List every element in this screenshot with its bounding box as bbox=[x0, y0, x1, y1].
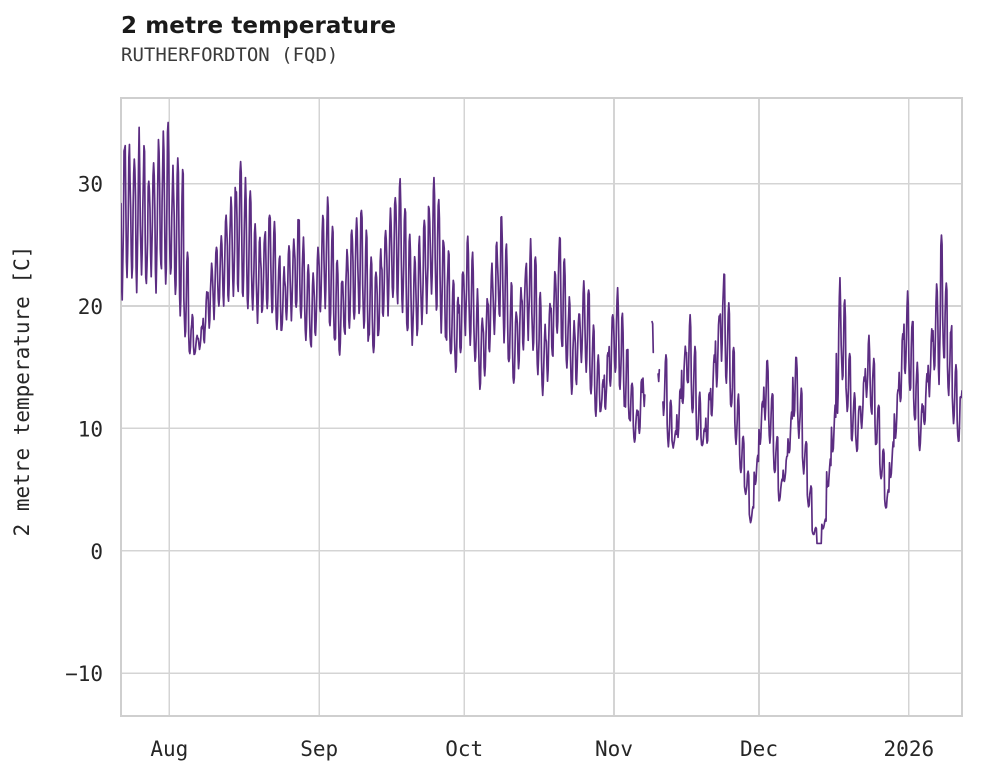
x-tick-label: Oct bbox=[445, 737, 483, 761]
x-tick-label: 2026 bbox=[884, 737, 935, 761]
y-tick-label: 10 bbox=[78, 417, 103, 441]
y-tick-label: 30 bbox=[78, 173, 103, 197]
title-block: 2 metre temperature RUTHERFORDTON (FQD) bbox=[121, 12, 941, 68]
page-title: 2 metre temperature bbox=[121, 13, 397, 39]
temperature-series bbox=[121, 121, 962, 545]
x-tick-label: Dec bbox=[740, 737, 778, 761]
x-tick-label: Aug bbox=[150, 737, 188, 761]
x-tick-label: Nov bbox=[595, 737, 633, 761]
x-tick-labels: Aug Sep Oct Nov Dec 2026 bbox=[150, 737, 934, 761]
chart-subtitle: RUTHERFORDTON (FQD) bbox=[121, 44, 339, 66]
y-tick-labels: 30 20 10 0 −10 bbox=[65, 173, 103, 687]
y-tick-label: 20 bbox=[78, 295, 103, 319]
temperature-line bbox=[121, 121, 962, 545]
y-tick-label: −10 bbox=[65, 662, 103, 686]
x-tick-label: Sep bbox=[300, 737, 338, 761]
plot-frame bbox=[119, 96, 964, 718]
y-tick-label: 0 bbox=[90, 540, 103, 564]
